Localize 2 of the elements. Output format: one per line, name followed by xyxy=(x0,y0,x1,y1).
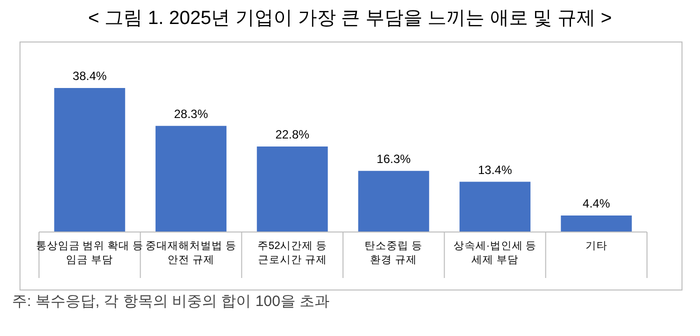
annotation: 주: 복수응답, 각 항목의 비중의 합이 100을 초과 xyxy=(12,293,330,310)
title: < 그림 1. 2025년 기업이 가장 큰 부담을 느끼는 애로 및 규제 > xyxy=(88,8,612,29)
